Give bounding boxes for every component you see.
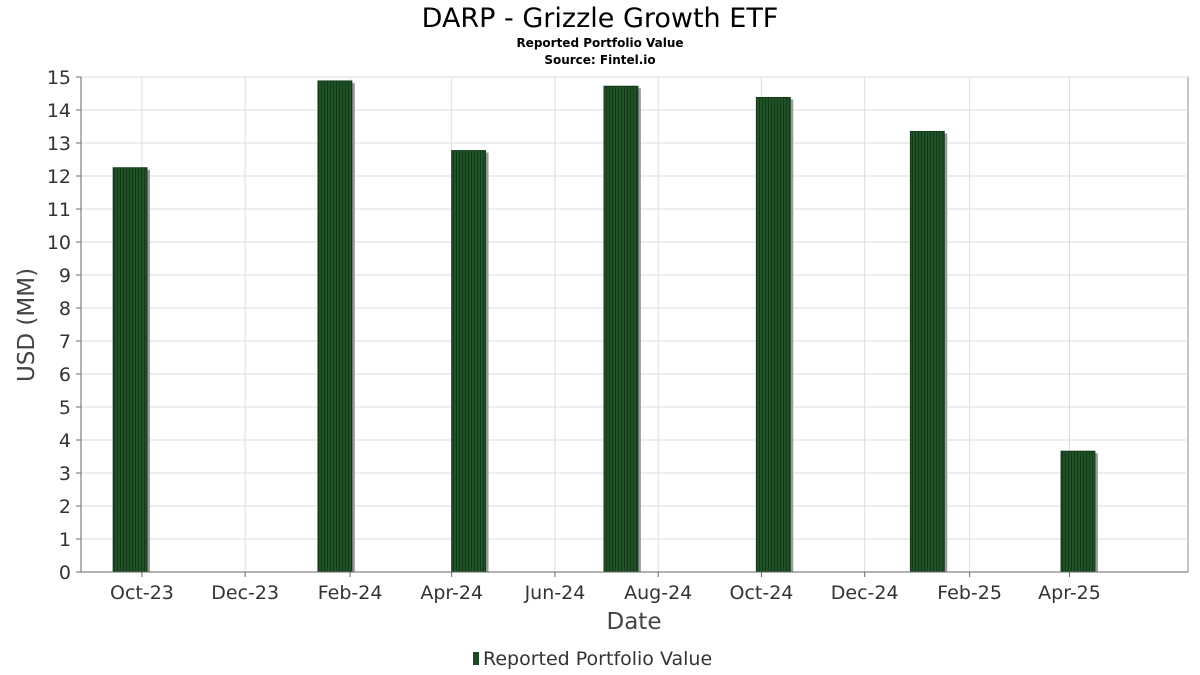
bar xyxy=(1060,450,1096,573)
legend: Reported Portfolio Value xyxy=(473,648,712,670)
y-tick-label: 14 xyxy=(47,100,71,122)
bar xyxy=(755,96,791,573)
chart-subtitle: Reported Portfolio Value xyxy=(516,36,683,50)
x-tick-label: Oct-24 xyxy=(730,582,794,604)
y-tick-label: 11 xyxy=(47,199,71,221)
y-tick-label: 6 xyxy=(59,364,71,386)
axes xyxy=(80,77,1188,573)
y-tick-label: 3 xyxy=(59,463,71,485)
y-tick-label: 8 xyxy=(59,298,71,320)
chart-title: DARP - Grizzle Growth ETF xyxy=(422,3,779,34)
y-tick-label: 4 xyxy=(59,430,71,452)
x-ticks: Oct-23 Dec-23 Feb-24 Apr-24 Jun-24 Aug-24 Oct-… xyxy=(110,572,1101,604)
bar xyxy=(112,167,148,573)
x-axis-label: Date xyxy=(607,609,662,635)
x-tick-label: Apr-25 xyxy=(1038,582,1101,604)
bar xyxy=(451,150,487,573)
y-tick-label: 12 xyxy=(47,166,71,188)
bars xyxy=(112,80,1098,573)
y-tick-label: 0 xyxy=(59,562,71,584)
y-tick-label: 7 xyxy=(59,331,71,353)
x-tick-label: Aug-24 xyxy=(624,582,692,604)
y-tick-label: 13 xyxy=(47,133,71,155)
y-tick-label: 9 xyxy=(59,265,71,287)
y-tick-label: 1 xyxy=(59,529,71,551)
chart-source: Source: Fintel.io xyxy=(544,53,655,67)
y-tick-label: 10 xyxy=(47,232,71,254)
bar xyxy=(909,130,945,573)
legend-swatch xyxy=(473,652,479,665)
legend-label: Reported Portfolio Value xyxy=(483,648,712,670)
x-tick-label: Oct-23 xyxy=(110,582,174,604)
x-tick-label: Feb-25 xyxy=(937,582,1002,604)
x-tick-label: Dec-24 xyxy=(831,582,899,604)
x-tick-label: Apr-24 xyxy=(420,582,483,604)
x-tick-label: Feb-24 xyxy=(318,582,383,604)
y-axis-label: USD (MM) xyxy=(14,268,40,382)
x-tick-label: Jun-24 xyxy=(524,582,586,604)
y-tick-label: 5 xyxy=(59,397,71,419)
bar xyxy=(603,85,639,573)
y-tick-label: 15 xyxy=(47,67,71,89)
bar xyxy=(317,80,353,573)
x-tick-label: Dec-23 xyxy=(211,582,279,604)
y-tick-label: 2 xyxy=(59,496,71,518)
